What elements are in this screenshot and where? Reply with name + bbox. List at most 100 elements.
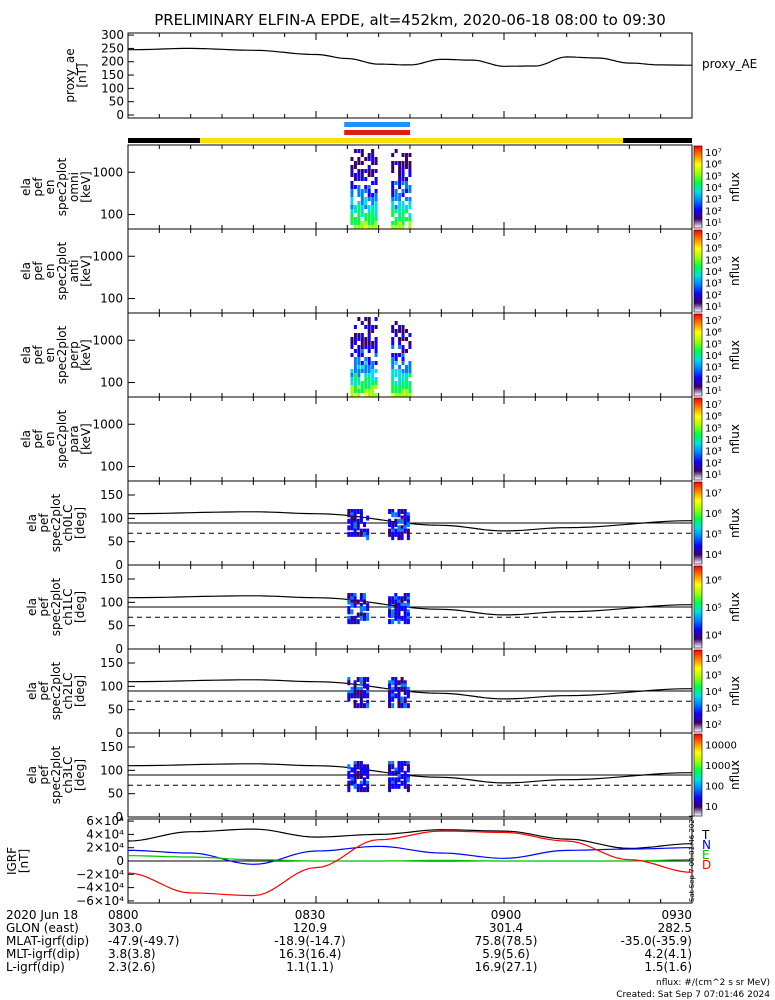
spectrogram-panel-omni: elapefenspec2plotomni[keV]100100010¹10²1… <box>19 144 742 230</box>
spectrogram-pixel <box>398 193 402 197</box>
pitch-angle-pixel <box>366 690 370 696</box>
spectrogram-pixel <box>357 377 361 381</box>
spectrogram-pixel <box>401 357 405 361</box>
pitch-angle-pixel <box>353 522 357 528</box>
spectrogram-pixel <box>360 153 364 157</box>
pitch-angle-pixel <box>347 509 351 514</box>
spectrogram-pixel <box>404 209 408 213</box>
pitch-angle-pixel <box>388 761 392 766</box>
pitch-angle-pixel <box>403 780 407 786</box>
ephemeris-value: 120.9 <box>293 921 327 935</box>
spectrogram-pixel <box>391 385 395 389</box>
pitch-angle-pixel <box>406 599 410 605</box>
spectrogram-pixel <box>401 173 405 177</box>
spectrogram-pixel <box>364 205 368 209</box>
spectrogram-ylabel: ela <box>25 766 39 784</box>
spectrogram-pixel <box>357 373 361 377</box>
pitch-angle-pixel <box>403 509 407 514</box>
spectrogram-pixel <box>394 321 398 325</box>
colorbar-tick-label: 10⁵ <box>705 171 722 182</box>
pitch-angle-pixel <box>347 677 351 682</box>
pitch-angle-pixel <box>406 612 410 618</box>
spectrogram-pixel <box>371 393 375 397</box>
spectrogram-pixel <box>374 317 378 321</box>
colorbar-tick-label: 10⁴ <box>705 183 722 194</box>
spectrogram-pixel <box>360 349 364 353</box>
spectrogram-pixel <box>408 381 412 385</box>
spectrogram-pixel <box>371 325 375 329</box>
pitch-angle-pixel <box>406 515 410 521</box>
colorbar <box>693 481 703 565</box>
spectrogram-pixel <box>360 321 364 325</box>
pitch-angle-pixel <box>403 696 407 702</box>
spectrogram-pixel <box>353 177 357 181</box>
colorbar-tick-label: 10⁶ <box>705 328 722 339</box>
spectrogram-pixel <box>357 157 361 161</box>
pitch-angle-pixel <box>406 787 410 793</box>
igrf-series-N <box>128 845 692 865</box>
spectrogram-pixel <box>360 345 364 349</box>
spectrogram-pixel <box>371 157 375 161</box>
pitch-angle-pixel <box>366 764 370 770</box>
igrf-legend-D: D <box>702 858 711 872</box>
colorbar-tick-label: 10⁴ <box>705 550 722 561</box>
spectrogram-pixel <box>364 221 368 225</box>
spectrogram-pixel <box>364 373 368 377</box>
spectrogram-pixel <box>353 341 357 345</box>
spectrogram-pixel <box>357 369 361 373</box>
pitch-angle-pixel <box>356 770 360 776</box>
spectrogram-pixel <box>398 221 402 225</box>
colorbar-tick-label: 10¹ <box>705 470 722 481</box>
spectrogram-pixel <box>391 153 395 157</box>
pitch-angle-pixel <box>403 774 407 780</box>
pitch-angle-pixel <box>363 677 366 682</box>
spectrogram-pixel <box>357 209 361 213</box>
pitch-angle-pixel <box>366 783 370 789</box>
pitch-angle-pixel <box>406 686 410 692</box>
spectrogram-pixel <box>401 205 405 209</box>
pitch-angle-pixel <box>400 528 404 534</box>
spectrogram-pixel <box>360 337 364 341</box>
colorbar <box>693 313 703 397</box>
spectrogram-pixel <box>353 377 357 381</box>
colorbar-tick-label: 100 <box>705 781 724 792</box>
pitch-angle-pixel <box>363 690 366 696</box>
y-tick-label: 150 <box>101 68 124 82</box>
spectrogram-ylabel: ch1LC <box>61 589 75 626</box>
pitch-angle-pixel <box>350 518 354 524</box>
pitch-angle-pixel <box>403 596 407 602</box>
pitch-angle-pixel <box>359 615 363 621</box>
y-tick-label: −2×10⁴ <box>76 867 124 881</box>
y-tick-label: 100 <box>100 511 123 525</box>
spectrogram-pixel <box>408 197 412 201</box>
pitch-angle-pixel <box>406 693 410 699</box>
spectrogram-pixel <box>367 385 371 389</box>
spectrogram-pixel <box>360 221 364 225</box>
spectrogram-pixel <box>353 365 357 369</box>
spectrogram-pixel <box>401 161 405 165</box>
pitch-angle-pixel <box>397 767 401 773</box>
proxy-ae-frame <box>127 32 693 119</box>
spectrogram-pixel <box>391 209 395 213</box>
spectrogram-pixel <box>367 393 371 397</box>
spectrogram-ylabel: en <box>43 180 57 195</box>
spectrogram-pixel <box>391 325 395 329</box>
spectrogram-pixel <box>367 157 371 161</box>
spectrogram-ylabel: spec2plot <box>55 157 69 216</box>
colorbar-tick-label: 10⁴ <box>705 267 722 278</box>
y-tick-label: 150 <box>100 740 123 754</box>
pitch-angle-pixel <box>388 770 392 776</box>
pitch-angle-pixel <box>353 599 357 605</box>
spectrogram-pixel <box>391 197 395 201</box>
spectrogram-pixel <box>364 361 368 365</box>
spectrogram-pixel <box>364 345 368 349</box>
spectrogram-pixel <box>374 369 378 373</box>
pitch-angle-pixel <box>347 619 351 625</box>
colorbar-tick-label: 10³ <box>705 363 722 374</box>
spectrogram-pixel <box>350 385 354 389</box>
pitch-angle-pixel <box>359 593 363 598</box>
colorbar-tick-label: 10³ <box>705 447 722 458</box>
spectrogram-pixel <box>364 177 368 181</box>
colorbar-label: nflux <box>728 172 742 202</box>
